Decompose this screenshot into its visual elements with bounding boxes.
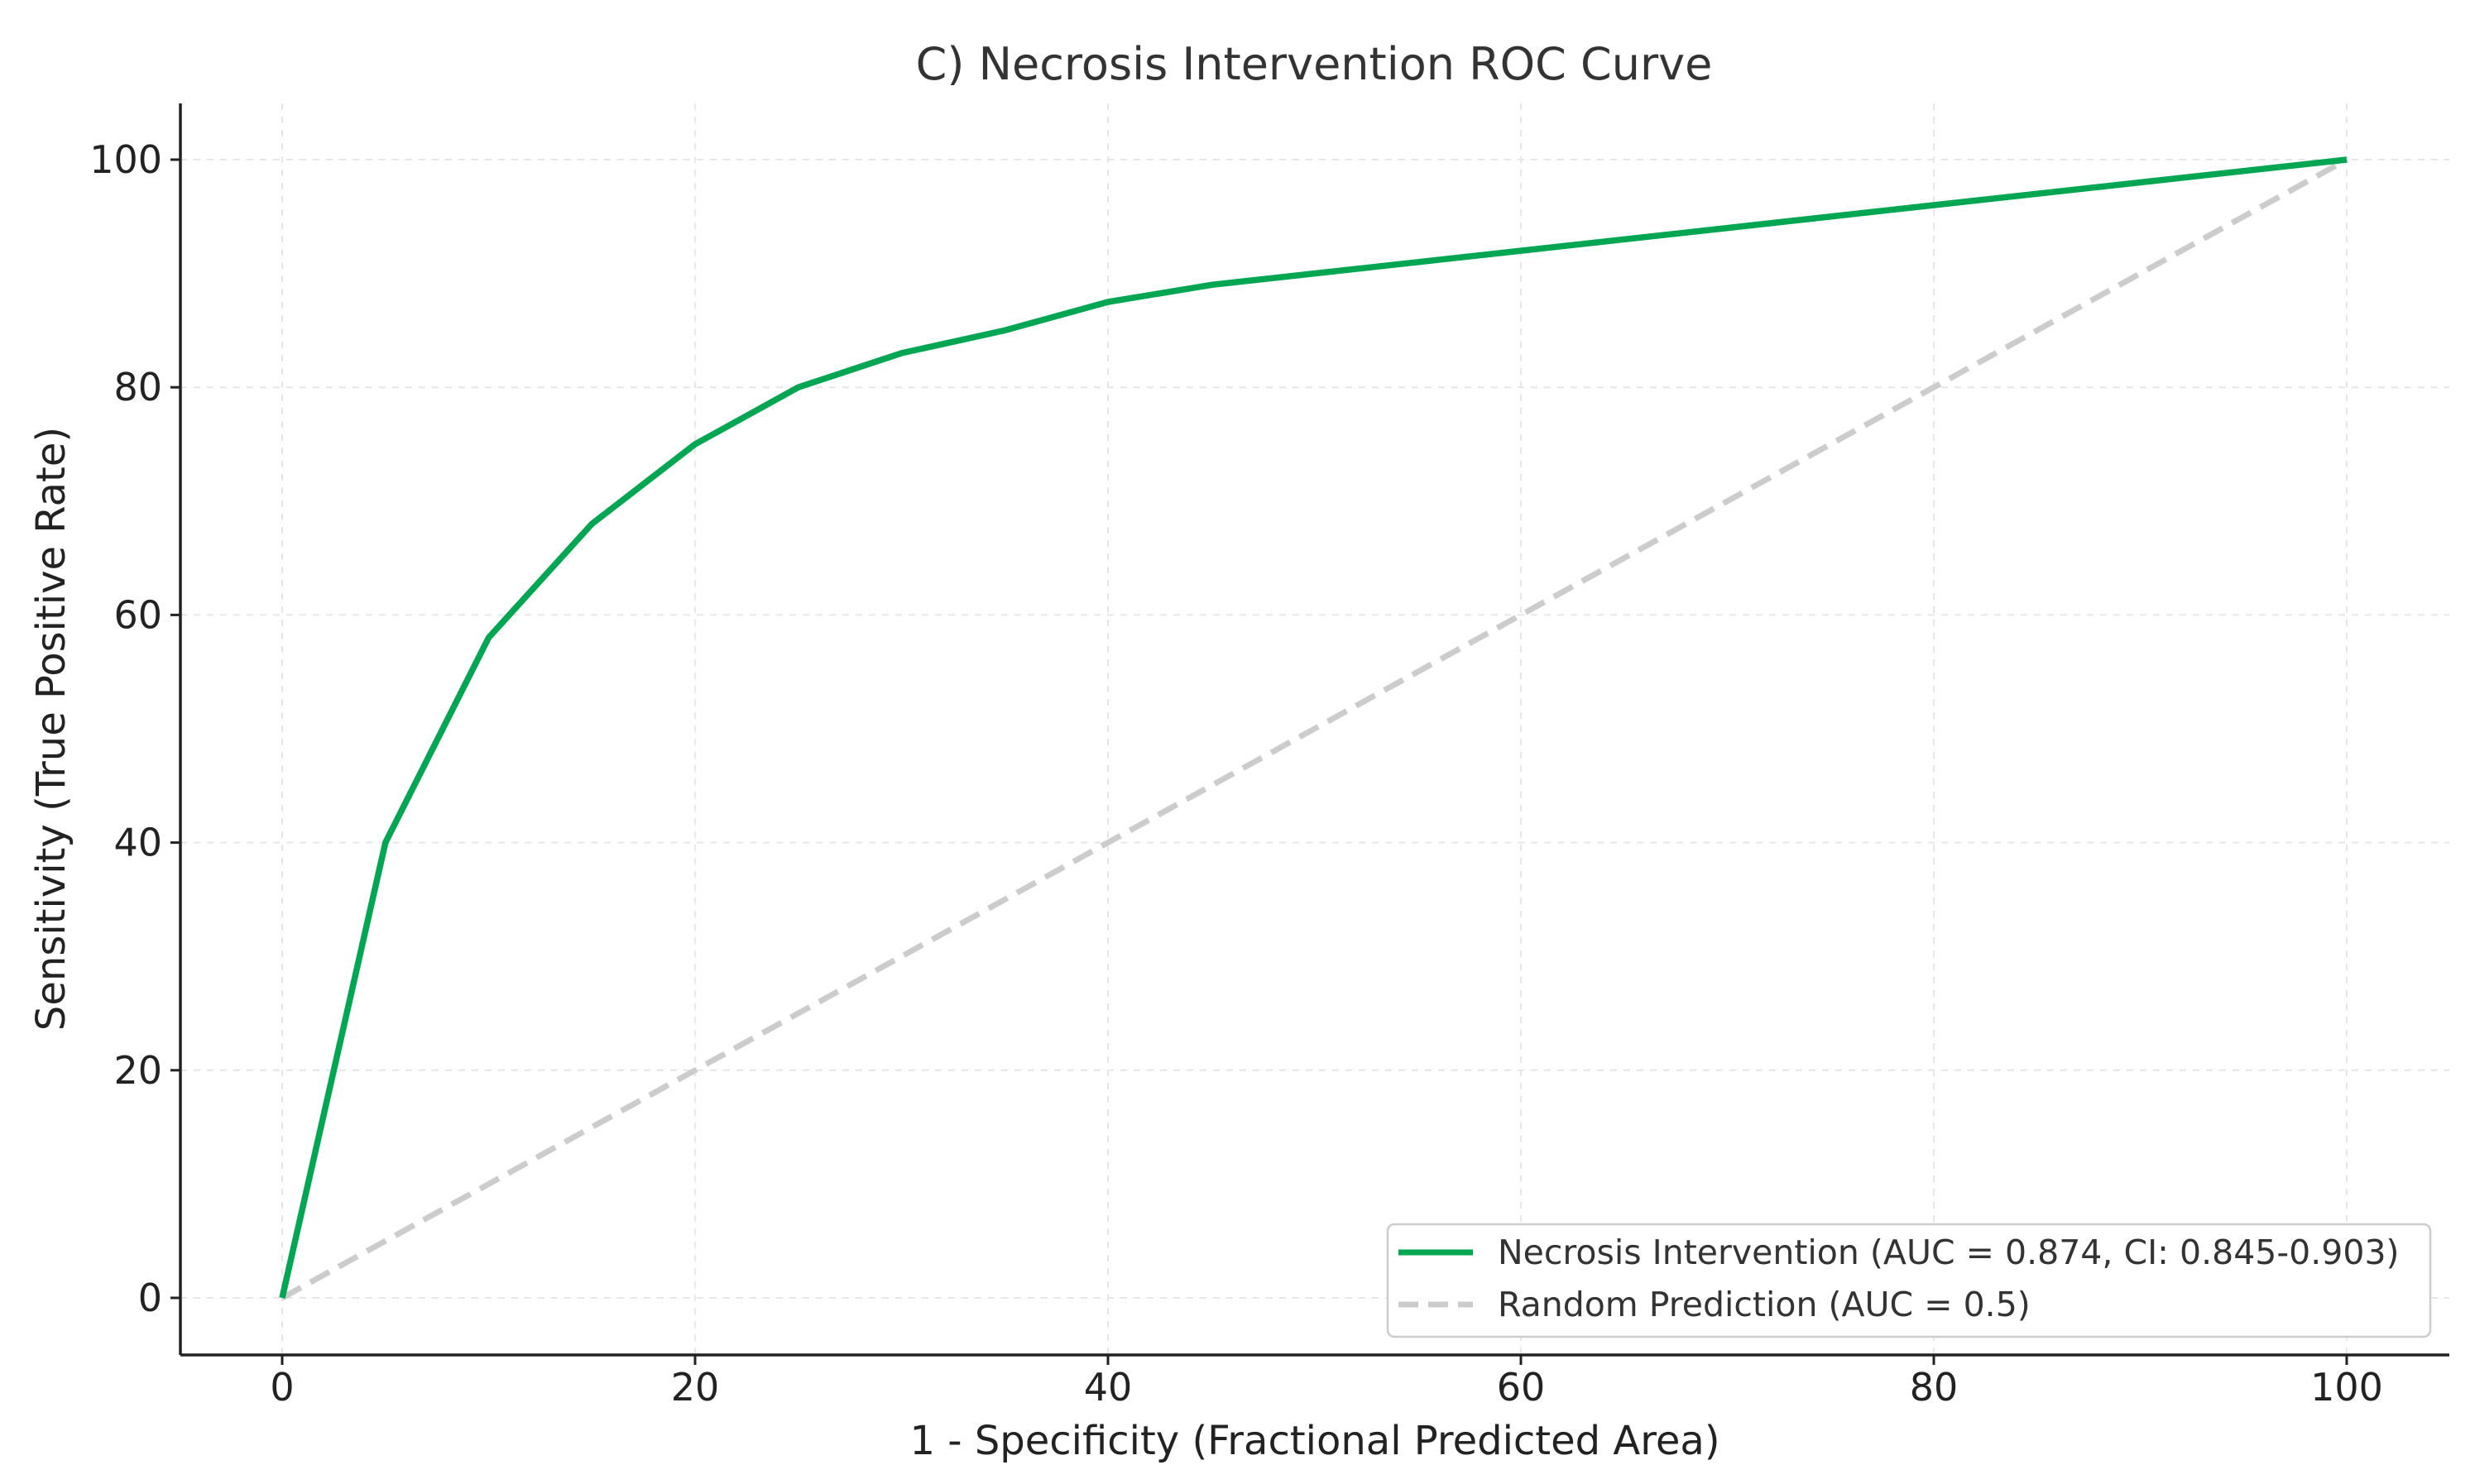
series-line-random <box>281 156 2348 1301</box>
chart-title: C) Necrosis Intervention ROC Curve <box>916 38 1713 90</box>
y-axis-label: Sensitivity (True Positive Rate) <box>28 427 74 1031</box>
x-tick-label: 40 <box>1084 1365 1133 1410</box>
ticks: 0 20 40 60 80 100 0 20 40 60 80 100 <box>89 137 2383 1410</box>
legend-frame <box>1386 1223 2432 1338</box>
legend-label-random: Random Prediction (AUC = 0.5) <box>1498 1285 2031 1324</box>
y-tick-label: 20 <box>113 1048 162 1093</box>
y-tick-label: 100 <box>89 137 162 182</box>
y-tick-label: 80 <box>113 365 162 409</box>
axes <box>179 103 2449 1357</box>
legend-label-necrosis: Necrosis Intervention (AUC = 0.874, CI: … <box>1498 1233 2400 1272</box>
x-tick-label: 80 <box>1910 1365 1959 1410</box>
grid <box>180 103 2449 1355</box>
series-line-necrosis <box>279 156 2348 1299</box>
series-layer <box>279 156 2348 1301</box>
y-tick-label: 60 <box>113 592 162 637</box>
x-tick-label: 20 <box>671 1365 720 1410</box>
y-tick-label: 40 <box>113 821 162 865</box>
legend: Necrosis Intervention (AUC = 0.874, CI: … <box>1386 1223 2432 1338</box>
x-tick-label: 60 <box>1497 1365 1546 1410</box>
x-tick-label: 0 <box>270 1365 294 1410</box>
x-tick-label: 100 <box>2310 1365 2383 1410</box>
y-tick-label: 0 <box>138 1276 162 1320</box>
x-axis-label: 1 - Specificity (Fractional Predicted Ar… <box>909 1418 1719 1464</box>
